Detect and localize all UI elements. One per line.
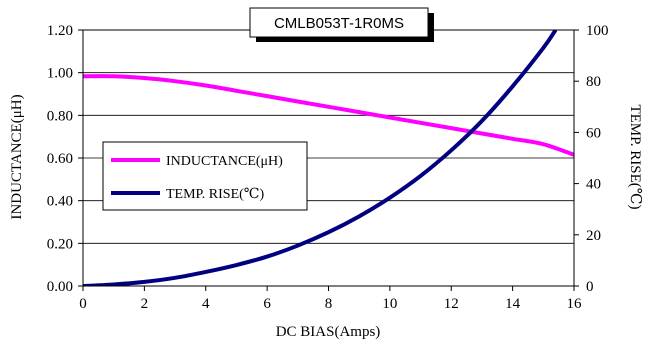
y-right-tick-labels: 0 20 40 60 80 100 [586, 23, 609, 295]
series-inductance-line [83, 74, 574, 157]
chart-title: CMLB053T-1R0MS [274, 15, 404, 32]
y-left-tick-label: 0.80 [47, 108, 73, 124]
y-left-tick-label: 1.00 [47, 66, 73, 82]
y-right-tick-label: 0 [586, 279, 594, 295]
y-left-tick-label: 0.60 [47, 151, 73, 167]
x-tick-label: 4 [202, 296, 210, 312]
y-left-axis-title: INDUCTANCE(μH) [9, 94, 25, 219]
y-left-tick-labels: 0.00 0.20 0.40 0.60 0.80 1.00 1.20 [47, 23, 73, 295]
series-layer [83, 30, 574, 286]
series-temp-rise-line [83, 30, 558, 286]
x-tick-label: 16 [567, 296, 583, 312]
y-right-tick-label: 100 [586, 23, 609, 39]
x-tick-labels: 0 2 4 6 8 10 12 14 16 [79, 296, 582, 312]
y-right-axis-title: TEMP. RISE(℃) [627, 104, 643, 209]
y-right-tick-label: 20 [586, 228, 601, 244]
y-left-tick-label: 0.20 [47, 236, 73, 252]
y-right-tick-label: 60 [586, 125, 601, 141]
legend-label-inductance: INDUCTANCE(μH) [166, 154, 283, 169]
y-left-tick-label: 0.40 [47, 194, 73, 210]
legend-label-temp-rise: TEMP. RISE(℃) [166, 187, 264, 202]
y-left-tick-label: 1.20 [47, 23, 73, 39]
chart-title-box: CMLB053T-1R0MS [249, 7, 434, 42]
y-left-tick-label: 0.00 [47, 279, 73, 295]
x-tick-label: 10 [382, 296, 397, 312]
y-right-tick-label: 40 [586, 177, 601, 193]
x-axis-title: DC BIAS(Amps) [276, 324, 381, 340]
x-tick-label: 8 [325, 296, 333, 312]
x-tick-label: 12 [444, 296, 459, 312]
y-right-tick-label: 80 [586, 74, 601, 90]
legend: INDUCTANCE(μH) TEMP. RISE(℃) [102, 141, 308, 211]
x-tick-label: 6 [263, 296, 271, 312]
x-tick-label: 2 [141, 296, 149, 312]
x-tick-label: 14 [505, 296, 521, 312]
x-tick-label: 0 [79, 296, 87, 312]
